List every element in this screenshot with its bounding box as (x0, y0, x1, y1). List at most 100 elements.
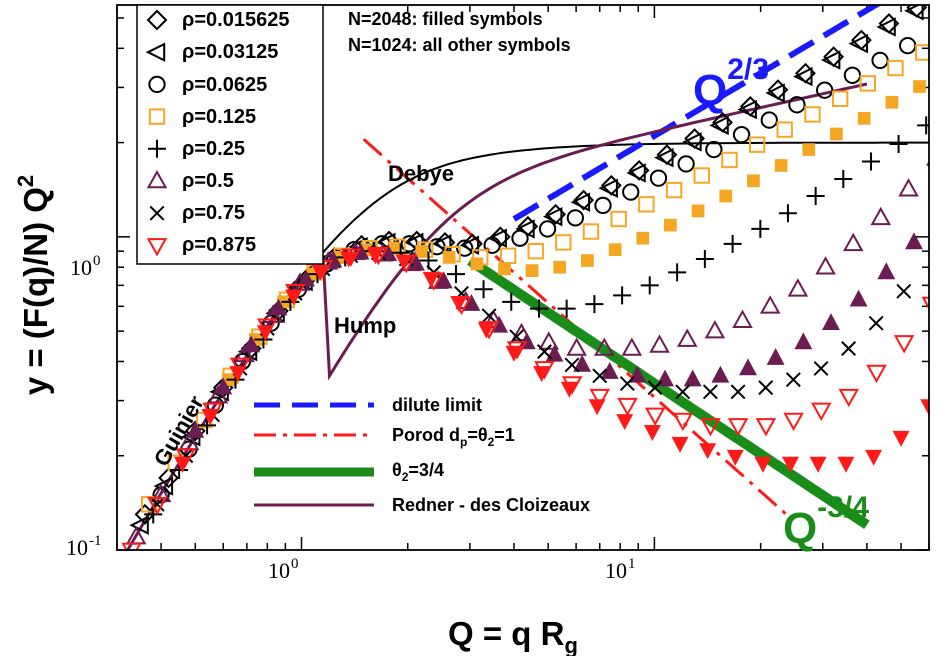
curve-redner-des-cloizeaux (125, 82, 868, 550)
data-point (446, 265, 465, 284)
data-point (815, 81, 834, 99)
data-point (570, 192, 591, 212)
y-tick-label-1: 10 (70, 255, 92, 280)
data-point (622, 183, 640, 201)
data-point (585, 295, 604, 314)
legend-label-s7: ρ=0.875 (182, 234, 256, 256)
data-point (705, 140, 723, 159)
data-point (699, 443, 717, 460)
annotation-q-minus-three-quarters: Q-3/4 (783, 491, 869, 553)
data-point (876, 17, 896, 37)
legend-symbol-s1 (145, 42, 166, 62)
annotation-debye: Debye (388, 161, 454, 186)
data-point (675, 384, 691, 400)
data-point (765, 83, 785, 103)
data-point (613, 286, 632, 305)
data-point (158, 467, 179, 489)
data-point (589, 388, 610, 408)
data-point (654, 147, 674, 168)
data-point (285, 289, 303, 306)
data-point (682, 132, 702, 152)
data-point (422, 271, 440, 288)
data-point (893, 335, 915, 354)
info-line-2: N=1024: all other symbols (348, 35, 571, 55)
data-point (723, 234, 742, 253)
data-point (904, 5, 924, 21)
series-9 (121, 246, 929, 550)
data-point (527, 242, 544, 260)
data-point (269, 298, 288, 316)
data-point (889, 134, 908, 153)
data-point (820, 50, 841, 70)
data-point (621, 337, 643, 356)
data-point (732, 126, 751, 144)
annotation-hump: Hump (334, 313, 396, 338)
legend-label-s2: ρ=0.0625 (182, 74, 267, 96)
data-point (146, 496, 168, 516)
data-point (525, 264, 539, 277)
data-point (676, 328, 698, 347)
data-point (617, 397, 638, 417)
data-point (776, 121, 793, 138)
data-point (664, 218, 677, 232)
data-point (760, 111, 778, 129)
legend-symbol-s5 (146, 169, 168, 189)
data-point (794, 332, 813, 350)
data-point (726, 449, 744, 466)
data-point (431, 234, 452, 254)
curve--2-3-4 (467, 256, 870, 529)
data-point (649, 169, 668, 187)
data-point (877, 262, 896, 280)
data-point (866, 364, 887, 384)
data-point (442, 251, 456, 264)
legend-symbol-s0 (146, 9, 168, 31)
data-point (885, 95, 899, 109)
data-point (748, 136, 766, 153)
data-point (702, 384, 718, 400)
data-point (822, 313, 840, 330)
y-axis-title: y = (F(q)/N) Q2 (13, 175, 54, 395)
data-point (450, 295, 468, 312)
data-point (481, 308, 497, 324)
data-point (340, 251, 358, 268)
data-point (297, 269, 315, 287)
data-point (783, 412, 804, 432)
symbol-legend: ρ=0.015625 ρ=0.03125 ρ=0.0625 ρ=0.125 ρ=… (136, 4, 324, 265)
data-point (693, 167, 710, 184)
data-point (778, 204, 797, 223)
data-markers (121, 5, 929, 550)
data-point (815, 256, 836, 275)
data-point (395, 254, 413, 271)
data-point (759, 295, 781, 314)
data-point (649, 334, 670, 353)
data-point (498, 262, 511, 276)
data-point (905, 232, 923, 250)
series-10 (174, 248, 929, 473)
data-point (459, 235, 480, 255)
data-point (456, 239, 474, 257)
legend-label-s4: ρ=0.25 (182, 138, 245, 160)
data-point (809, 456, 827, 473)
data-point (174, 456, 191, 473)
data-point (201, 409, 219, 425)
data-point (857, 112, 871, 125)
data-point (594, 196, 612, 215)
x-tick-exp-1: 0 (291, 556, 299, 572)
data-point (754, 456, 772, 473)
data-point (804, 106, 821, 123)
data-point (121, 542, 142, 550)
annotation-q-two-thirds: Q2/3 (693, 53, 769, 115)
data-point (785, 372, 801, 388)
data-point (695, 249, 714, 268)
data-point (366, 248, 384, 265)
x-tick-label-10: 10 (605, 558, 627, 583)
data-point (643, 425, 661, 442)
data-point (898, 178, 919, 197)
data-point (207, 385, 229, 404)
data-point (842, 232, 864, 252)
data-point (594, 337, 615, 356)
data-point (538, 331, 560, 350)
x-tick-exp-10: 1 (628, 556, 636, 572)
data-point (711, 365, 730, 383)
legend-label-s3: ρ=0.125 (182, 106, 256, 128)
